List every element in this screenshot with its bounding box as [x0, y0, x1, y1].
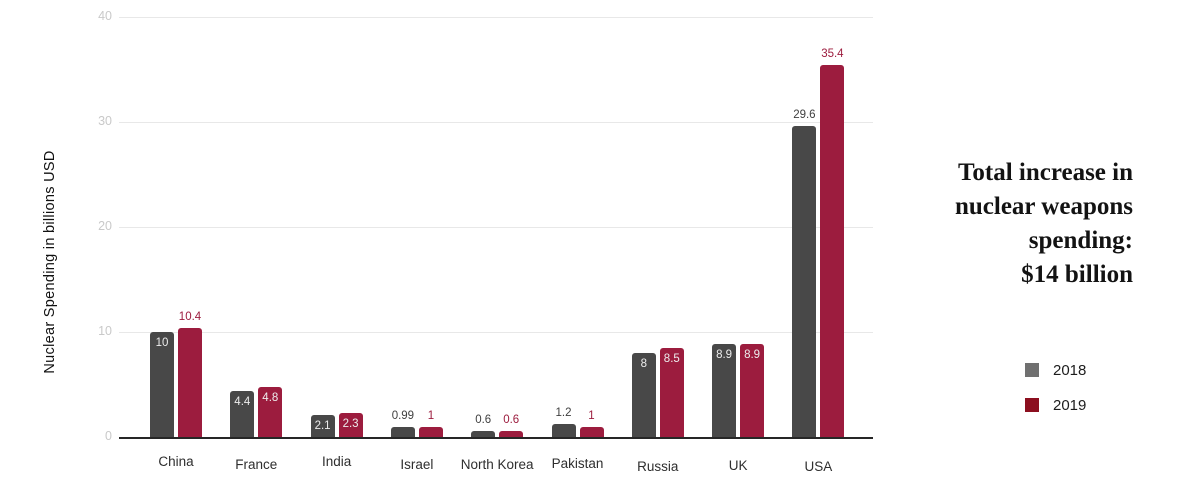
- value-label-2018-india: 2.1: [314, 419, 331, 432]
- value-label-2018-israel: 0.99: [391, 409, 415, 422]
- y-tick-label-10: 10: [98, 324, 112, 338]
- value-label-2019-israel: 1: [427, 409, 435, 422]
- bar-2018-usa: [792, 126, 817, 437]
- x-label-china: China: [158, 454, 194, 469]
- bar-2019-france: 4.8: [258, 386, 283, 437]
- x-label-usa: USA: [804, 459, 833, 474]
- x-label-india: India: [321, 454, 352, 469]
- bar-2018-uk: 8.9: [712, 343, 737, 437]
- x-label-pakistan: Pakistan: [551, 456, 604, 471]
- x-label-russia: Russia: [637, 459, 679, 474]
- headline-line-1: Total increase in: [957, 159, 1133, 186]
- value-label-2018-uk: 8.9: [716, 348, 733, 361]
- bar-2019-pakistan: [579, 426, 604, 437]
- y-tick-label-0: 0: [105, 429, 112, 443]
- bar-2019-israel: [418, 426, 443, 437]
- gridline-40: [119, 17, 873, 18]
- x-label-israel: Israel: [400, 457, 434, 472]
- chart-legend: 2018 2019: [1025, 361, 1086, 431]
- x-label-uk: UK: [728, 458, 748, 473]
- value-label-2019-russia: 8.5: [663, 352, 680, 365]
- value-label-2019-india: 2.3: [342, 417, 359, 430]
- y-tick-label-30: 30: [98, 114, 112, 128]
- bar-2018-israel: [390, 426, 415, 437]
- value-label-2019-china: 10.4: [178, 310, 202, 323]
- value-label-2018-usa: 29.6: [793, 109, 816, 122]
- y-axis-title: Nuclear Spending in billions USD: [42, 150, 58, 374]
- headline-line-4: $14 billion: [1021, 261, 1133, 288]
- bar-2018-china: 10: [150, 332, 174, 437]
- bar-2019-russia: 8.5: [659, 347, 684, 437]
- value-label-2019-uk: 8.9: [744, 348, 761, 361]
- headline-line-3: spending:: [1028, 227, 1133, 254]
- headline-line-2: nuclear weapons: [954, 193, 1133, 220]
- legend-item-2019: 2019: [1025, 396, 1086, 414]
- x-label-north-korea: North Korea: [460, 457, 534, 472]
- value-label-2018-north-korea: 0.6: [475, 413, 492, 426]
- bar-2018-france: 4.4: [230, 390, 255, 437]
- plot-area: 10 10.4 4.4 4.8 2.1 2.3 0.99 1 0.6 0.6 1.2 1 8 8.5 8.9…: [119, 17, 873, 439]
- value-label-2019-pakistan: 1: [588, 409, 595, 422]
- bar-2019-india: 2.3: [338, 412, 363, 437]
- legend-label-2019: 2019: [1053, 396, 1087, 414]
- gridline-30: [119, 122, 873, 123]
- y-tick-label-20: 20: [98, 219, 112, 233]
- value-label-2018-pakistan: 1.2: [555, 407, 572, 420]
- bar-2018-india: 2.1: [310, 414, 335, 437]
- legend-label-2018: 2018: [1053, 361, 1087, 379]
- bar-2019-uk: 8.9: [740, 343, 765, 437]
- value-label-2018-china: 10: [155, 337, 169, 349]
- bar-2019-china: [178, 327, 202, 437]
- legend-item-2018: 2018: [1025, 361, 1086, 379]
- value-label-2019-usa: 35.4: [821, 48, 844, 61]
- value-label-2019-north-korea: 0.6: [503, 413, 520, 426]
- bar-2018-russia: 8: [631, 353, 656, 437]
- gridline-20: [119, 227, 873, 228]
- value-label-2019-france: 4.8: [262, 391, 279, 404]
- value-label-2018-russia: 8: [640, 358, 647, 370]
- y-tick-label-40: 40: [98, 9, 112, 23]
- bar-2018-pakistan: [551, 424, 576, 437]
- bar-2019-usa: [820, 65, 845, 437]
- gridline-10: [119, 332, 873, 333]
- headline-annotation: Total increase in nuclear weapons spending…: [813, 156, 1133, 292]
- x-label-france: France: [235, 457, 278, 472]
- value-label-2018-france: 4.4: [234, 395, 251, 408]
- legend-swatch-2019: [1025, 398, 1039, 412]
- bar-2018-north-korea: [471, 430, 496, 437]
- bar-2019-north-korea: [499, 430, 524, 437]
- legend-swatch-2018: [1025, 363, 1039, 377]
